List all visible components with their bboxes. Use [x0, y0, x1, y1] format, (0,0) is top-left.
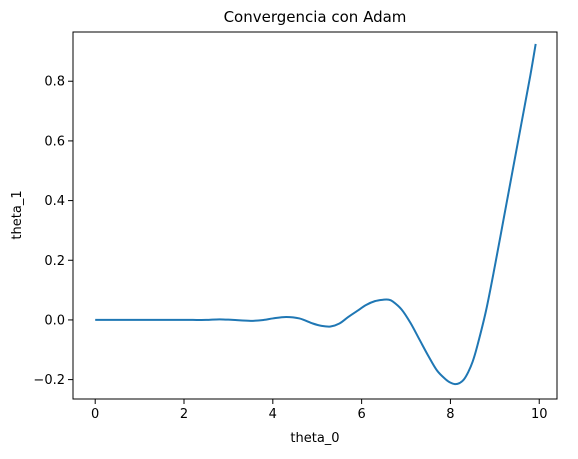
y-tick-label: 0.8 [44, 75, 65, 90]
x-tick-label: 8 [446, 407, 454, 422]
x-tick-label: 0 [91, 407, 99, 422]
x-tick-label: 2 [180, 407, 188, 422]
y-axis-label: theta_1 [10, 190, 25, 239]
series-layer [95, 43, 537, 386]
y-tick-label: 0.0 [44, 313, 65, 328]
y-tick-label: −0.2 [33, 373, 65, 388]
y-axis-ticks: −0.2 0.0 0.2 0.4 0.6 0.8 [33, 75, 73, 388]
series-line-0 [95, 43, 537, 386]
x-tick-label: 4 [269, 407, 277, 422]
y-tick-label: 0.2 [44, 254, 65, 269]
x-axis-label: theta_0 [290, 431, 339, 446]
y-tick-label: 0.6 [44, 134, 65, 149]
y-tick-label: 0.4 [44, 194, 65, 209]
axes-frame [72, 31, 558, 400]
x-tick-label: 10 [531, 407, 548, 422]
chart-title: Convergencia con Adam [224, 8, 407, 26]
x-axis-ticks: 0 2 4 6 8 10 [91, 399, 548, 422]
x-tick-label: 6 [357, 407, 365, 422]
plot-area [72, 31, 558, 400]
